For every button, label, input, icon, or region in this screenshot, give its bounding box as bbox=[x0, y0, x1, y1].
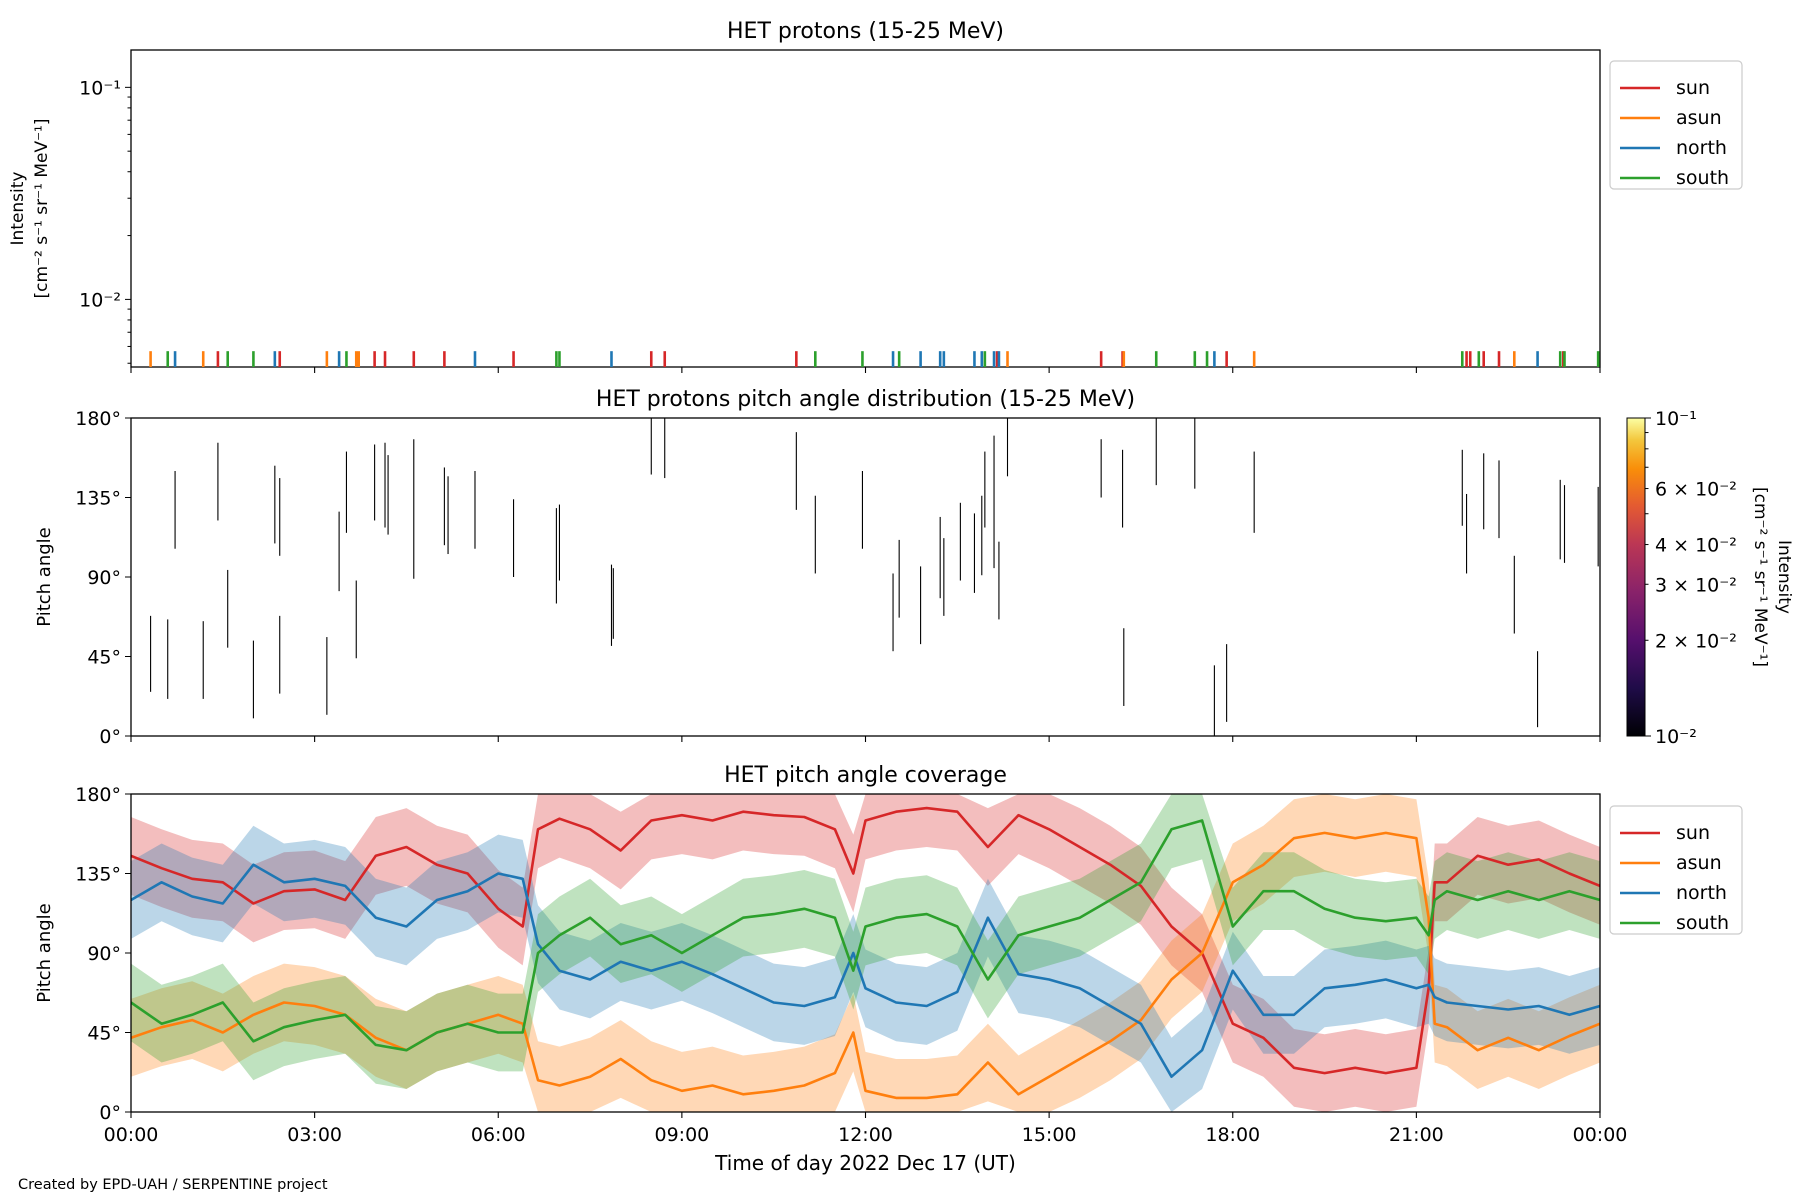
panel2-y-tick-label: 180° bbox=[75, 408, 121, 430]
panel1-ylabel: Intensity bbox=[8, 172, 28, 246]
x-tick-label: 00:00 bbox=[104, 1124, 159, 1146]
panel2-y-tick-label: 45° bbox=[87, 647, 121, 669]
panel2-y-tick-label: 90° bbox=[87, 567, 121, 589]
coverage-line-south bbox=[131, 819, 1600, 1052]
legend-label-north: north bbox=[1676, 882, 1727, 904]
colorbar-label: Intensity bbox=[1774, 540, 1794, 614]
colorbar-tick-label: 2 × 10⁻² bbox=[1655, 630, 1737, 652]
coverage-line-north bbox=[131, 863, 1600, 1078]
colorbar-tick-label: 10⁻¹ bbox=[1655, 408, 1697, 430]
legend-frame bbox=[1609, 60, 1743, 190]
panel3-y-tick-label: 180° bbox=[75, 784, 121, 806]
panel1-frame bbox=[130, 49, 1601, 368]
panel2-ylabel: Pitch angle bbox=[34, 527, 55, 626]
x-tick-label: 06:00 bbox=[471, 1124, 526, 1146]
panel2-frame bbox=[130, 417, 1601, 737]
panel3-legend: sun asun north south bbox=[1609, 805, 1743, 935]
colorbar bbox=[1626, 417, 1646, 737]
panel3-y-tick-label: 45° bbox=[87, 1023, 121, 1045]
coverage-line-sun bbox=[131, 806, 1600, 1075]
x-tick-label: 09:00 bbox=[654, 1124, 709, 1146]
x-tick-label: 03:00 bbox=[287, 1124, 342, 1146]
panel3-ylabel: Pitch angle bbox=[34, 903, 55, 1002]
x-tick-label: 15:00 bbox=[1022, 1124, 1077, 1146]
panel3-y-tick-label: 90° bbox=[87, 943, 121, 965]
panel2-y-tick-label: 135° bbox=[75, 488, 121, 510]
legend-label-sun: sun bbox=[1676, 77, 1710, 99]
legend-label-south: south bbox=[1676, 167, 1729, 189]
panel1-legend: sun asun north south bbox=[1609, 60, 1743, 190]
colorbar-tick-label: 3 × 10⁻² bbox=[1655, 574, 1737, 596]
panel1-y-tick-label: 10⁻¹ bbox=[79, 77, 121, 99]
x-tick-label: 18:00 bbox=[1205, 1124, 1260, 1146]
panel3-y-tick-label: 135° bbox=[75, 864, 121, 886]
x-tick-label: 21:00 bbox=[1389, 1124, 1444, 1146]
coverage-band-north bbox=[131, 825, 1600, 1112]
legend-label-north: north bbox=[1676, 137, 1727, 159]
panel1-title: HET protons (15-25 MeV) bbox=[727, 19, 1004, 44]
legend-label-asun: asun bbox=[1676, 852, 1722, 874]
panel2-y-tick-label: 0° bbox=[99, 726, 121, 748]
panel3-xlabel: Time of day 2022 Dec 17 (UT) bbox=[714, 1151, 1016, 1175]
panel2-title: HET protons pitch angle distribution (15… bbox=[596, 387, 1135, 412]
legend-label-south: south bbox=[1676, 912, 1729, 934]
colorbar-tick-label: 10⁻² bbox=[1655, 726, 1697, 748]
panel1-y-tick-label: 10⁻² bbox=[79, 289, 121, 311]
x-tick-label: 12:00 bbox=[838, 1124, 893, 1146]
panel1-yunit: [cm⁻² s⁻¹ sr⁻¹ MeV⁻¹] bbox=[32, 119, 52, 299]
x-tick-label: 00:00 bbox=[1573, 1124, 1628, 1146]
coverage-line-asun bbox=[131, 831, 1600, 1100]
panel3-y-tick-label: 0° bbox=[99, 1102, 121, 1124]
panel3-title: HET pitch angle coverage bbox=[724, 763, 1007, 788]
legend-label-sun: sun bbox=[1676, 822, 1710, 844]
colorbar-tick-label: 6 × 10⁻² bbox=[1655, 479, 1737, 501]
colorbar-tick-label: 4 × 10⁻² bbox=[1655, 535, 1737, 557]
colorbar-unit: [cm⁻² s⁻¹ sr⁻¹ MeV⁻¹] bbox=[1750, 487, 1770, 667]
legend-label-asun: asun bbox=[1676, 107, 1722, 129]
panel3-plot-area bbox=[131, 794, 1600, 1112]
legend-frame bbox=[1609, 805, 1743, 935]
credit-text: Created by EPD-UAH / SERPENTINE project bbox=[18, 1177, 328, 1193]
